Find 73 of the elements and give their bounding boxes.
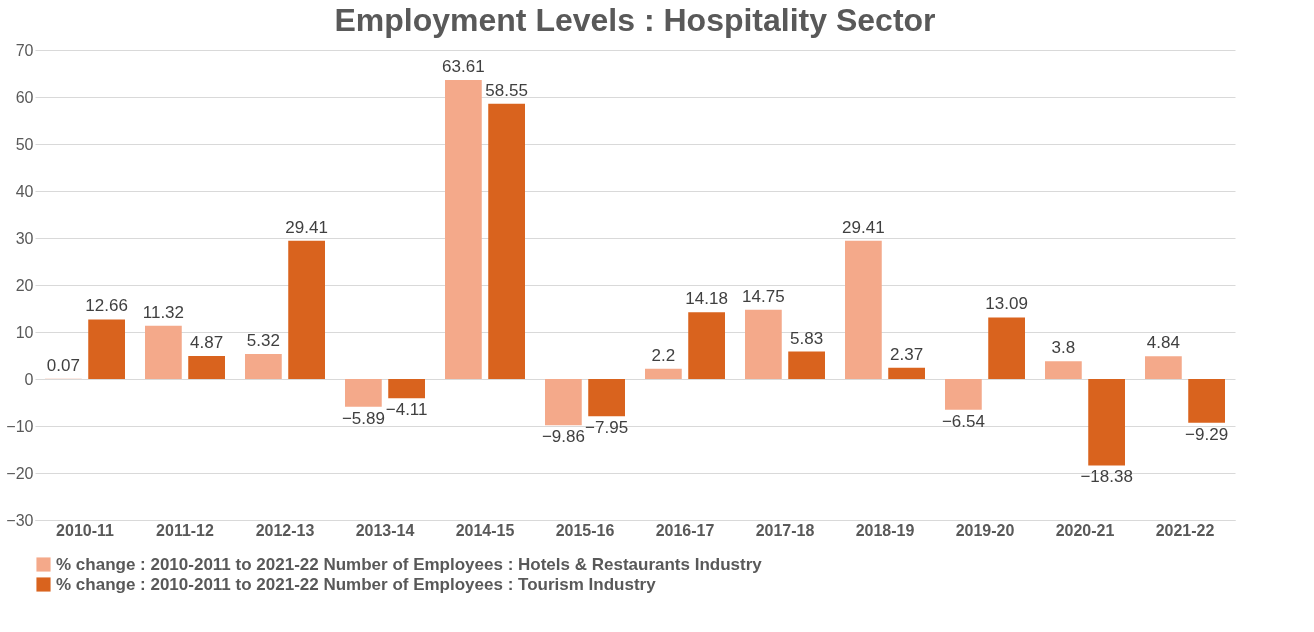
bar [445,80,482,379]
data-label: 29.41 [285,217,328,237]
bar [688,312,725,379]
x-tick-label: 2016-17 [655,521,715,539]
data-label: −4.11 [385,400,428,420]
data-label: 29.41 [842,217,885,237]
bar [88,319,125,379]
y-tick-label: 10 [15,323,34,341]
legend-label: % change : 2010-2011 to 2021-22 Number of Employees : Tourism Industry [56,574,657,594]
data-label: 63.61 [442,57,485,77]
data-label: 14.18 [685,289,728,309]
x-tick-label: 2017-18 [755,521,815,539]
bar [488,103,525,379]
data-label: 3.8 [1051,338,1076,358]
bar [945,379,982,410]
y-tick-label: −30 [6,511,34,529]
y-tick-label: −20 [6,464,34,482]
y-tick-label: 20 [15,276,34,294]
data-label: −7.95 [585,418,629,438]
x-tick-label: 2018-19 [855,521,915,539]
bar [1188,379,1225,423]
bar [845,240,882,379]
bar [288,240,325,379]
bar [1088,379,1125,466]
bar [645,368,682,379]
data-label: −9.86 [541,427,585,447]
bar [188,356,225,379]
chart-title: Employment Levels : Hospitality Sector [334,2,936,38]
data-label: −5.89 [341,408,385,428]
y-tick-label: 30 [15,229,34,247]
data-label: 11.32 [142,302,185,322]
x-tick-label: 2014-15 [455,521,515,539]
bar [788,351,825,379]
bar [888,367,925,379]
data-label: −18.38 [1080,467,1133,487]
bar [388,379,425,399]
bar [245,354,282,379]
y-tick-label: −10 [6,417,34,435]
bar [988,317,1025,379]
data-label: 2.37 [890,344,924,364]
bar [745,309,782,379]
data-label: −9.29 [1185,424,1229,444]
x-tick-label: 2020-21 [1055,521,1115,539]
data-label: 5.83 [790,328,824,348]
x-tick-label: 2021-22 [1155,521,1215,539]
data-label: 4.87 [190,333,224,353]
x-tick-label: 2015-16 [555,521,615,539]
x-tick-label: 2010-11 [56,521,115,539]
data-label: 2.2 [651,345,676,365]
data-label: 4.84 [1146,333,1180,353]
bar [1045,361,1082,379]
data-label: 14.75 [742,286,785,306]
y-tick-label: 0 [24,370,34,388]
legend-label: % change : 2010-2011 to 2021-22 Number of Employees : Hotels & Restaurants Industry [56,554,763,574]
data-label: 12.66 [85,296,128,316]
bar [145,325,182,379]
data-label: 58.55 [485,80,528,100]
y-tick-label: 40 [15,182,34,200]
y-tick-label: 60 [15,88,34,106]
bar [545,379,582,426]
y-tick-label: 70 [15,41,34,59]
x-tick-label: 2019-20 [955,521,1015,539]
x-tick-label: 2013-14 [355,521,415,539]
bar [345,379,382,407]
x-tick-label: 2012-13 [255,521,315,539]
y-tick-label: 50 [15,135,34,153]
bar [588,379,625,417]
bar [1145,356,1182,379]
data-label: 13.09 [985,294,1028,314]
x-tick-label: 2011-12 [156,521,215,539]
data-label: 0.07 [46,355,80,375]
data-label: −6.54 [941,411,985,431]
data-label: 5.32 [246,331,280,350]
